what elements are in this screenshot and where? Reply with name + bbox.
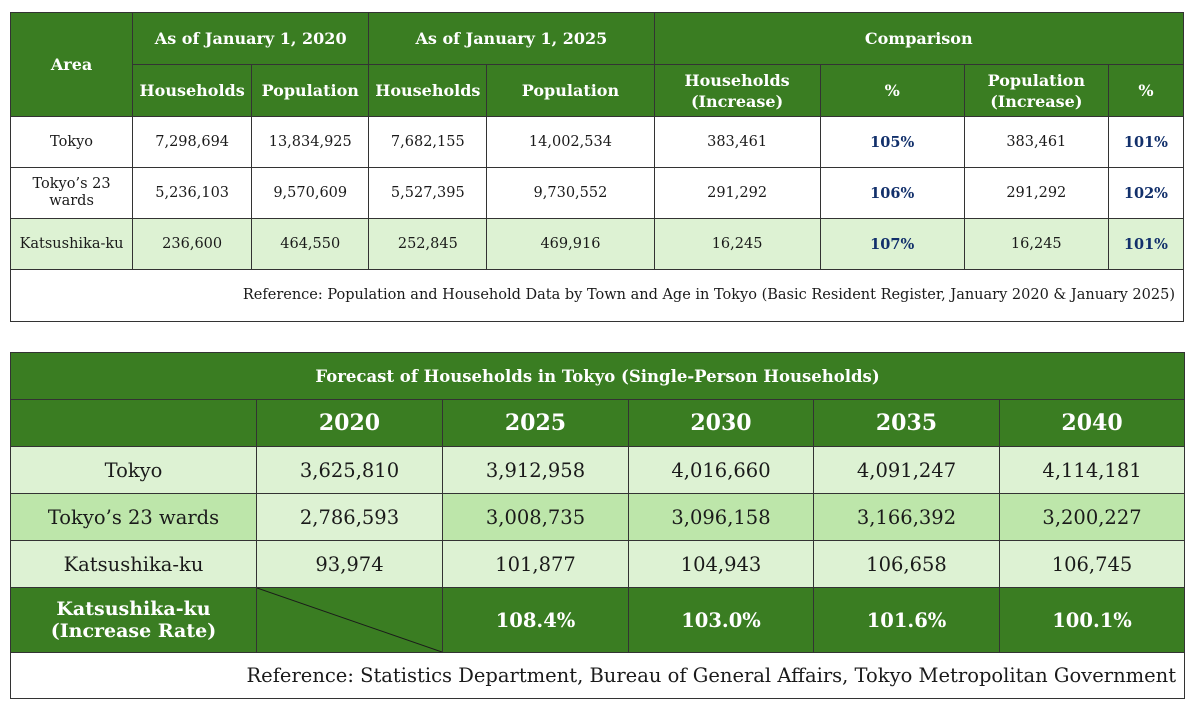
header-area-blank (10, 399, 257, 447)
cell-households-increase: 16,245 (653, 218, 821, 270)
header-2020-group: As of January 1, 2020 (132, 12, 370, 65)
cell-value: 3,912,958 (442, 446, 629, 494)
cell-population-2025: 14,002,534 (486, 116, 655, 168)
header-area: Area (9, 12, 134, 117)
header-population-increase-line2: (Increase) (990, 91, 1083, 111)
table-row: Tokyo’s 23 wards 2,786,593 3,008,735 3,0… (10, 493, 1186, 541)
cell-area: Tokyo’s 23 wards (10, 493, 257, 541)
cell-households-pct: 105% (819, 116, 965, 168)
table-row: Tokyo’s 23 wards 5,236,103 9,570,609 5,5… (9, 167, 1185, 219)
cell-population-2020: 464,550 (251, 218, 370, 270)
reference-note: Reference: Statistics Department, Bureau… (9, 652, 1186, 699)
header-households-2025: Households (368, 64, 488, 117)
table-row: Katsushika-ku 93,974 101,877 104,943 106… (10, 540, 1186, 588)
cell-population-2020: 9,570,609 (251, 167, 370, 219)
rate-label-line1: Katsushika-ku (56, 598, 211, 620)
cell-population-pct: 101% (1107, 116, 1185, 168)
cell-area: Tokyo’s 23 wards (9, 167, 134, 219)
cell-value: 3,625,810 (256, 446, 443, 494)
header-year: 2020 (256, 399, 443, 447)
diagonal-blank-cell (256, 587, 443, 653)
cell-population-pct: 102% (1107, 167, 1185, 219)
cell-area: Tokyo (10, 446, 257, 494)
header-year: 2035 (813, 399, 1000, 447)
cell-value: 106,658 (813, 540, 1000, 588)
cell-rate-label: Katsushika-ku (Increase Rate) (10, 587, 257, 653)
header-households-pct: % (819, 64, 965, 117)
cell-area: Katsushika-ku (9, 218, 134, 270)
header-comparison: Comparison (653, 12, 1185, 65)
header-population-pct: % (1107, 64, 1185, 117)
cell-households-2025: 7,682,155 (368, 116, 488, 168)
cell-households-pct: 107% (819, 218, 965, 270)
table-row: Tokyo 3,625,810 3,912,958 4,016,660 4,09… (10, 446, 1186, 494)
cell-value: 104,943 (628, 540, 814, 588)
cell-population-increase: 16,245 (963, 218, 1109, 270)
cell-rate-value: 103.0% (628, 587, 814, 653)
header-year: 2025 (442, 399, 629, 447)
cell-population-increase: 383,461 (963, 116, 1109, 168)
cell-rate-value: 108.4% (442, 587, 629, 653)
rate-label-line2: (Increase Rate) (50, 620, 217, 642)
cell-households-increase: 291,292 (653, 167, 821, 219)
cell-value: 2,786,593 (256, 493, 443, 541)
header-population-increase-line1: Population (987, 70, 1085, 90)
header-year: 2030 (628, 399, 814, 447)
cell-households-2020: 5,236,103 (132, 167, 253, 219)
cell-households-2020: 7,298,694 (132, 116, 253, 168)
table-row: Tokyo 7,298,694 13,834,925 7,682,155 14,… (9, 116, 1185, 168)
header-2025-group: As of January 1, 2025 (368, 12, 655, 65)
header-population-increase: Population (Increase) (963, 64, 1109, 117)
cell-value: 4,016,660 (628, 446, 814, 494)
reference-note: Reference: Population and Household Data… (10, 269, 1184, 322)
cell-households-2025: 252,845 (368, 218, 488, 270)
header-households-increase-line1: Households (684, 70, 790, 90)
cell-rate-value: 101.6% (813, 587, 1000, 653)
single-person-household-forecast-table: Forecast of Households in Tokyo (Single-… (9, 352, 1186, 699)
cell-population-pct: 101% (1107, 218, 1185, 270)
cell-population-increase: 291,292 (963, 167, 1109, 219)
cell-area: Katsushika-ku (10, 540, 257, 588)
forecast-title: Forecast of Households in Tokyo (Single-… (9, 352, 1186, 400)
cell-households-increase: 383,461 (653, 116, 821, 168)
population-households-table: Area As of January 1, 2020 As of January… (9, 12, 1185, 322)
cell-households-2020: 236,600 (132, 218, 253, 270)
cell-population-2025: 469,916 (486, 218, 655, 270)
cell-value: 106,745 (998, 540, 1186, 588)
cell-population-2020: 13,834,925 (251, 116, 370, 168)
cell-value: 93,974 (256, 540, 443, 588)
cell-value: 101,877 (442, 540, 629, 588)
cell-households-2025: 5,527,395 (368, 167, 488, 219)
cell-value: 3,096,158 (628, 493, 814, 541)
increase-rate-row: Katsushika-ku (Increase Rate) 108.4% 103… (10, 587, 1186, 653)
cell-value: 3,166,392 (813, 493, 1000, 541)
cell-value: 3,008,735 (442, 493, 629, 541)
cell-value: 3,200,227 (998, 493, 1186, 541)
header-households-2020: Households (132, 64, 253, 117)
cell-rate-value: 100.1% (998, 587, 1186, 653)
cell-area: Tokyo (9, 116, 134, 168)
cell-value: 4,114,181 (998, 446, 1186, 494)
header-population-2025: Population (486, 64, 655, 117)
header-year: 2040 (998, 399, 1186, 447)
cell-households-pct: 106% (819, 167, 965, 219)
cell-value: 4,091,247 (813, 446, 1000, 494)
table-row: Katsushika-ku 236,600 464,550 252,845 46… (9, 218, 1185, 270)
cell-population-2025: 9,730,552 (486, 167, 655, 219)
header-households-increase: Households (Increase) (653, 64, 821, 117)
header-population-2020: Population (251, 64, 370, 117)
diagonal-line (257, 588, 442, 652)
header-households-increase-line2: (Increase) (690, 91, 784, 111)
